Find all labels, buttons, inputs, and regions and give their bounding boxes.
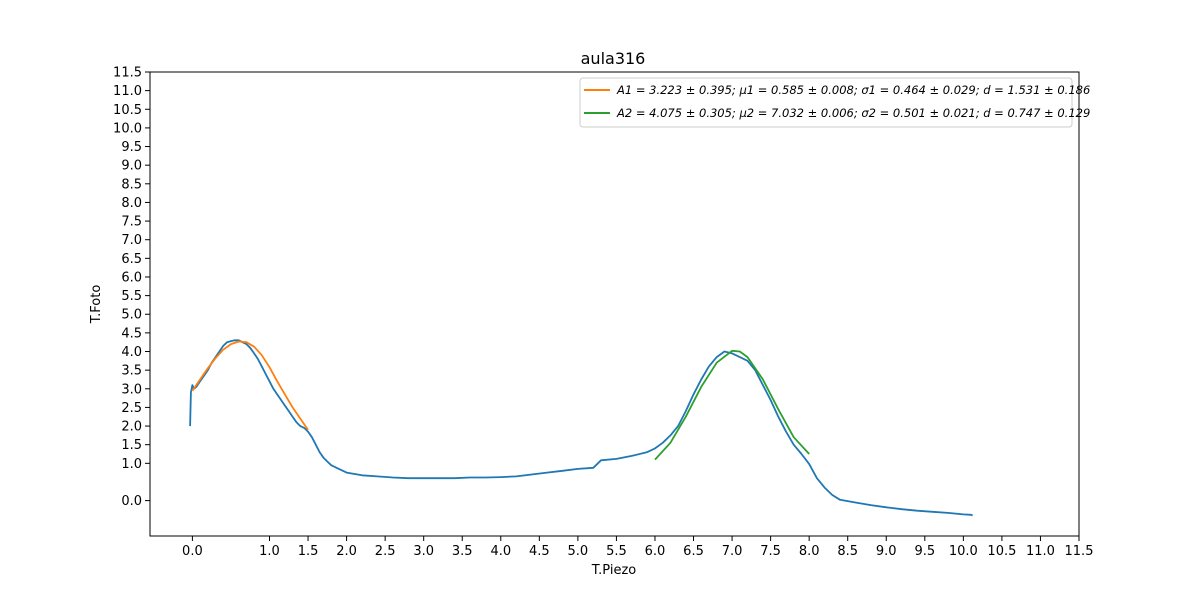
x-tick-label: 10.0	[949, 544, 978, 559]
legend-box	[579, 77, 1073, 128]
chart-title: aula316	[581, 49, 646, 68]
y-tick-label: 8.5	[121, 177, 142, 192]
y-tick-label: 4.5	[121, 326, 142, 341]
y-tick-label: 9.5	[121, 140, 142, 155]
x-tick-label: 11.5	[1065, 544, 1094, 559]
x-tick-label: 1.0	[259, 544, 280, 559]
x-tick-label: 7.0	[722, 544, 743, 559]
x-tick-label: 2.0	[336, 544, 357, 559]
x-tick-label: 0.0	[182, 544, 203, 559]
y-tick-label: 0.0	[121, 494, 142, 509]
x-tick-label: 9.0	[876, 544, 897, 559]
x-tick-label: 3.0	[413, 544, 434, 559]
x-tick-label: 3.5	[452, 544, 473, 559]
x-tick-label: 8.5	[837, 544, 858, 559]
plot-area	[189, 339, 973, 517]
x-tick-label: 6.5	[683, 544, 704, 559]
x-tick-label: 11.0	[1026, 544, 1055, 559]
series-line-1	[191, 340, 309, 431]
legend: A1 = 3.223 ± 0.395; μ1 = 0.585 ± 0.008; …	[579, 77, 1090, 128]
y-tick-label: 6.0	[121, 270, 142, 285]
x-tick-label: 4.0	[490, 544, 511, 559]
series-line-2	[654, 349, 810, 461]
y-tick-label: 3.5	[121, 364, 142, 379]
y-tick-label: 11.0	[113, 84, 142, 99]
y-tick-label: 5.5	[121, 289, 142, 304]
y-tick-label: 6.5	[121, 252, 142, 267]
x-tick-label: 7.5	[760, 544, 781, 559]
y-tick-label: 5.0	[121, 308, 142, 323]
y-axis: 0.0 1.0 1.5 2.0 2.5 3.0 3.5 4.0 4.5 5.0 5.5 6.0 6.5 7…	[113, 66, 150, 509]
y-tick-label: 4.0	[121, 345, 142, 360]
y-tick-label: 8.0	[121, 196, 142, 211]
y-tick-label: 10.0	[113, 121, 142, 136]
y-tick-label: 1.5	[121, 438, 142, 453]
x-tick-label: 10.5	[987, 544, 1016, 559]
y-tick-label: 7.5	[121, 215, 142, 230]
x-tick-label: 5.5	[606, 544, 627, 559]
y-tick-label: 3.0	[121, 382, 142, 397]
y-tick-label: 2.0	[121, 420, 142, 435]
y-tick-label: 7.0	[121, 233, 142, 248]
x-tick-label: 6.0	[645, 544, 666, 559]
y-tick-label: 11.5	[113, 66, 142, 81]
x-tick-label: 4.5	[529, 544, 550, 559]
y-tick-label: 10.5	[113, 103, 142, 118]
x-axis-title: T.Piezo	[591, 563, 637, 578]
x-axis: 0.0 1.0 1.5 2.0 2.5 3.0 3.5 4.0 4.5 5.0 5.5 6.0 6.5 7…	[182, 536, 1093, 559]
x-tick-label: 8.0	[799, 544, 820, 559]
x-tick-label: 2.5	[375, 544, 396, 559]
y-axis-title: T.Foto	[89, 285, 104, 325]
y-tick-label: 2.5	[121, 401, 142, 416]
plot-frame	[149, 71, 1080, 537]
x-tick-label: 1.5	[298, 544, 319, 559]
x-tick-label: 5.0	[568, 544, 589, 559]
legend-label-2: A2 = 4.075 ± 0.305; μ2 = 7.032 ± 0.006; …	[616, 106, 1090, 120]
y-tick-label: 1.0	[121, 457, 142, 472]
legend-label-1: A1 = 3.223 ± 0.395; μ1 = 0.585 ± 0.008; …	[616, 83, 1090, 97]
x-tick-label: 9.5	[914, 544, 935, 559]
y-tick-label: 9.0	[121, 159, 142, 174]
